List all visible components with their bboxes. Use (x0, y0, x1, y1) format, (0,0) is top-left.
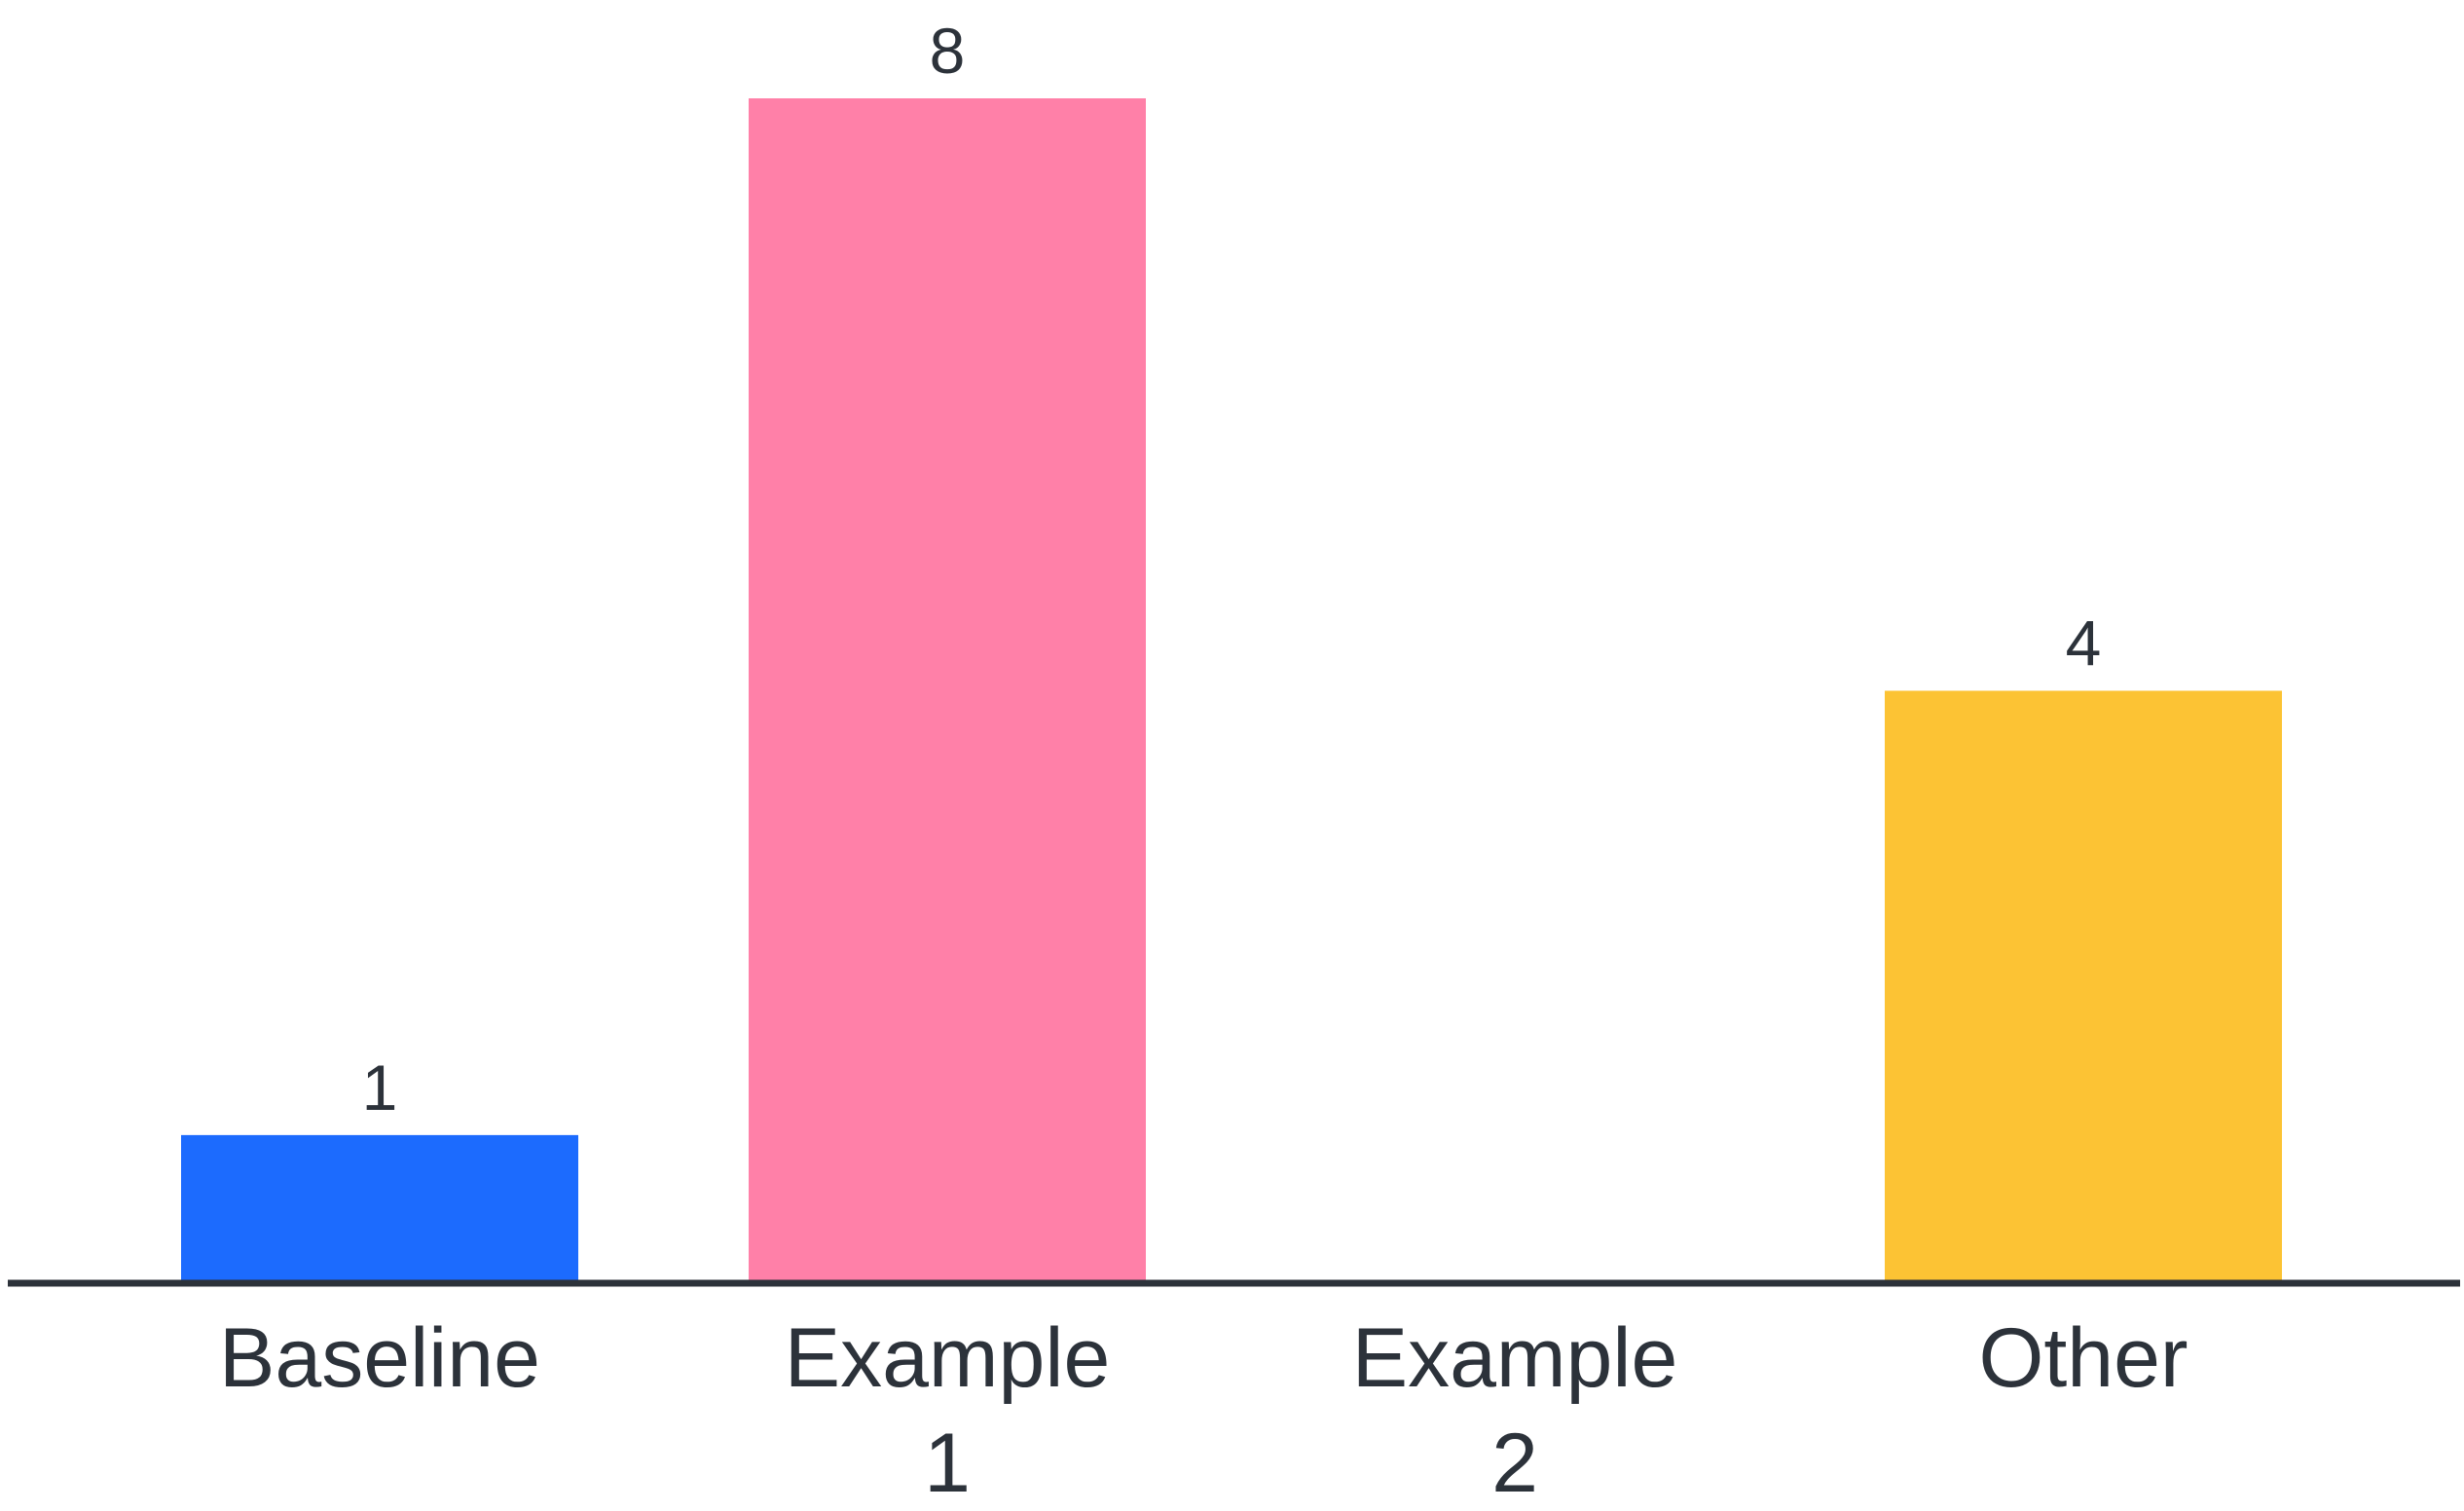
bar-baseline (181, 1134, 578, 1283)
bars-layer (181, 98, 2282, 1283)
bar-other (1885, 690, 2282, 1283)
category-label-baseline: Baseline (219, 1311, 540, 1405)
category-label-other: Other (1978, 1311, 2188, 1405)
category-label-example-2: Example 2 (1352, 1311, 1678, 1506)
data-label-other: 4 (2066, 608, 2102, 680)
category-labels-layer: Baseline Example 1 Example 2 Other (219, 1311, 2188, 1510)
data-label-example-1: 8 (930, 15, 966, 87)
bar-example-1 (749, 98, 1146, 1283)
category-label-example-1: Example 1 (785, 1311, 1111, 1506)
value-labels-layer: 1 8 4 (362, 15, 2102, 1124)
data-label-baseline: 1 (362, 1051, 398, 1124)
